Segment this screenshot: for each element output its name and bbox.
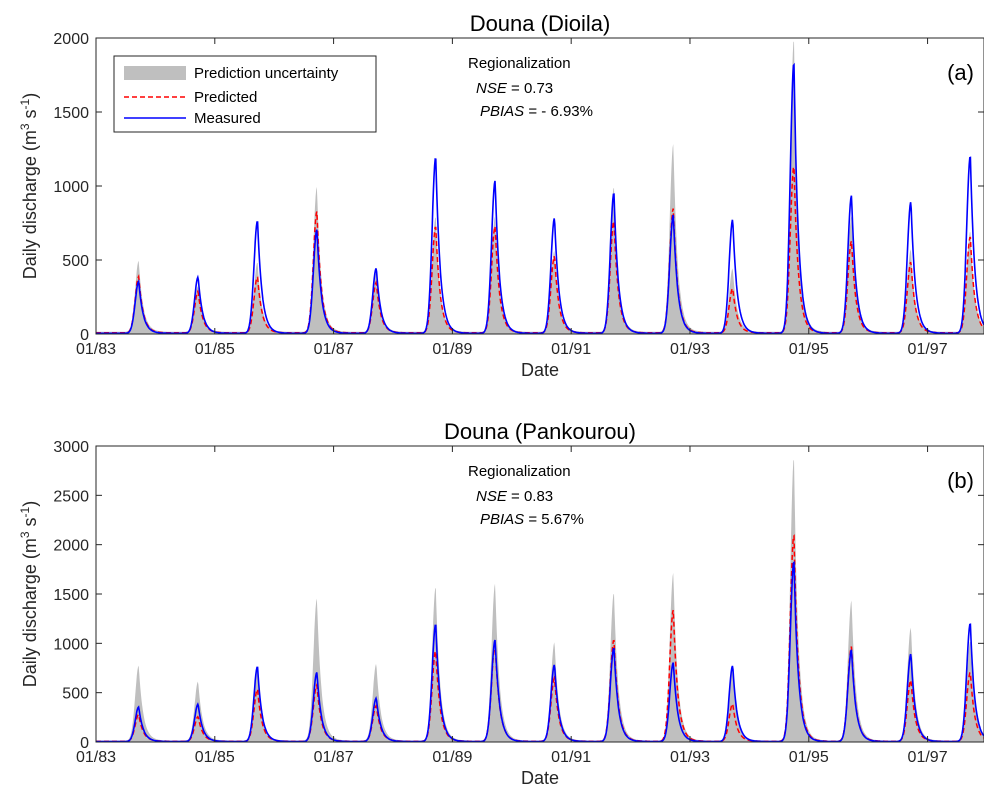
nse-annotation: NSE = 0.83 <box>476 488 553 505</box>
legend-label-measured: Measured <box>194 110 261 127</box>
y-tick-label: 500 <box>62 253 89 270</box>
legend-swatch-uncertainty <box>124 66 186 80</box>
panel-letter: (b) <box>947 468 974 493</box>
y-tick-label: 500 <box>62 686 89 703</box>
pbias-annotation: PBIAS = - 6.93% <box>480 103 593 120</box>
x-tick-label: 01/97 <box>908 749 948 766</box>
y-tick-label: 2500 <box>53 488 89 505</box>
x-tick-label: 01/89 <box>432 341 472 358</box>
nse-annotation: NSE = 0.73 <box>476 80 553 97</box>
x-tick-label: 01/93 <box>670 341 710 358</box>
panel-letter: (a) <box>947 60 974 85</box>
pbias-annotation: PBIAS = 5.67% <box>480 511 584 528</box>
x-tick-label: 01/91 <box>551 749 591 766</box>
legend-label-uncertainty: Prediction uncertainty <box>194 65 339 82</box>
annotation-heading: Regionalization <box>468 55 571 72</box>
x-tick-label: 01/95 <box>789 341 829 358</box>
x-tick-label: 01/91 <box>551 341 591 358</box>
legend-label-predicted: Predicted <box>194 89 257 106</box>
x-axis-label: Date <box>521 768 559 788</box>
annotation-heading: Regionalization <box>468 463 571 480</box>
x-tick-label: 01/89 <box>432 749 472 766</box>
chart-title: Douna (Pankourou) <box>444 419 636 444</box>
chart-title: Douna (Dioila) <box>470 11 611 36</box>
x-tick-label: 01/83 <box>76 749 116 766</box>
y-tick-label: 1500 <box>53 105 89 122</box>
plot-area <box>96 41 984 334</box>
panel-b: 0 500 1000 1500 2000 2500 3000 01/83 01/85 01/87 0… <box>18 419 984 788</box>
prediction-uncertainty-band <box>96 460 984 742</box>
x-tick-label: 01/83 <box>76 341 116 358</box>
y-tick-label: 0 <box>80 735 89 752</box>
y-tick-label: 1500 <box>53 587 89 604</box>
y-tick-label: 2000 <box>53 31 89 48</box>
x-tick-label: 01/97 <box>908 341 948 358</box>
x-tick-label: 01/87 <box>314 749 354 766</box>
measured-series-line <box>96 62 984 334</box>
x-tick-label: 01/87 <box>314 341 354 358</box>
x-tick-label: 01/93 <box>670 749 710 766</box>
x-tick-label: 01/85 <box>195 341 235 358</box>
x-tick-label: 01/95 <box>789 749 829 766</box>
y-tick-label: 3000 <box>53 439 89 456</box>
y-tick-label: 2000 <box>53 538 89 555</box>
panel-a: 0 500 1000 1500 2000 01/83 01/85 01/87 01/89 01/9… <box>18 11 984 380</box>
x-tick-label: 01/85 <box>195 749 235 766</box>
y-axis-label: Daily discharge (m3 s-1) <box>18 93 40 279</box>
y-tick-label: 1000 <box>53 179 89 196</box>
y-axis-label: Daily discharge (m3 s-1) <box>18 501 40 687</box>
legend: Prediction uncertainty Predicted Measured <box>113 55 377 133</box>
y-tick-label: 0 <box>80 327 89 344</box>
x-axis-label: Date <box>521 360 559 380</box>
y-tick-label: 1000 <box>53 636 89 653</box>
